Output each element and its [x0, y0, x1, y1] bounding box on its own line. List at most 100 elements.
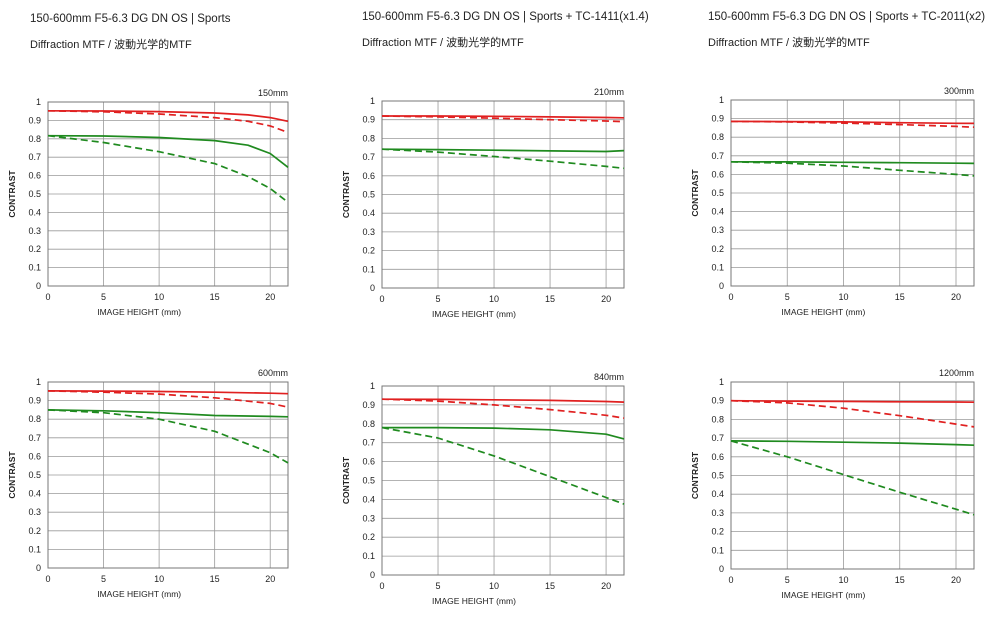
x-tick-label: 20: [601, 581, 611, 591]
y-tick-label: 0: [370, 570, 375, 580]
x-tick-label: 0: [728, 575, 733, 585]
y-tick-label: 0.5: [362, 190, 375, 200]
y-tick-label: 0.2: [28, 526, 41, 536]
x-tick-label: 0: [45, 574, 50, 584]
x-axis-label: IMAGE HEIGHT (mm): [432, 596, 516, 606]
x-tick-label: 20: [951, 575, 961, 585]
y-axis-label: CONTRAST: [690, 169, 700, 217]
lens-title: 150-600mm F5-6.3 DG DN OS | Sports + TC-…: [362, 11, 649, 23]
x-tick-label: 15: [210, 574, 220, 584]
y-tick-label: 1: [36, 97, 41, 107]
x-tick-label: 20: [265, 574, 275, 584]
y-tick-label: 0.8: [362, 419, 375, 429]
y-tick-label: 0.7: [362, 152, 375, 162]
y-tick-label: 0.8: [711, 132, 724, 142]
x-tick-label: 10: [838, 575, 848, 585]
y-tick-label: 0.7: [711, 151, 724, 161]
y-tick-label: 1: [36, 377, 41, 387]
x-tick-label: 15: [895, 292, 905, 302]
focal-length-label: 600mm: [258, 368, 288, 378]
y-tick-label: 0.1: [28, 263, 41, 273]
x-tick-label: 5: [101, 292, 106, 302]
x-tick-label: 20: [601, 294, 611, 304]
y-tick-label: 0.5: [28, 470, 41, 480]
y-tick-label: 0.4: [28, 207, 41, 217]
focal-length-label: 150mm: [258, 88, 288, 98]
x-tick-label: 5: [785, 575, 790, 585]
y-axis-label: CONTRAST: [7, 451, 17, 499]
y-tick-label: 0.4: [711, 207, 724, 217]
y-tick-label: 0.2: [362, 246, 375, 256]
x-axis-label: IMAGE HEIGHT (mm): [97, 307, 181, 317]
chart-subtitle: Diffraction MTF / 波動光学的MTF: [708, 37, 870, 49]
series-line-red-dashed: [730, 399, 975, 428]
series-line-red-dashed: [730, 120, 975, 129]
series-line-red-dashed: [381, 115, 625, 123]
y-tick-label: 0.7: [362, 438, 375, 448]
y-tick-label: 0.5: [711, 188, 724, 198]
x-tick-label: 10: [489, 294, 499, 304]
y-tick-label: 0.9: [362, 115, 375, 125]
plot-frame: [47, 381, 289, 569]
mtf-chart: 00.10.20.30.40.50.60.70.80.910 5 10 15 20600…: [7, 368, 289, 599]
x-tick-label: 5: [101, 574, 106, 584]
y-tick-label: 0.4: [28, 489, 41, 499]
x-tick-label: 20: [951, 292, 961, 302]
chart-subtitle: Diffraction MTF / 波動光学的MTF: [30, 39, 192, 51]
x-tick-label: 15: [545, 581, 555, 591]
mtf-chart: 00.10.20.30.40.50.60.70.80.910 5 10 15 20120…: [690, 368, 975, 600]
mtf-chart: 00.10.20.30.40.50.60.70.80.910 5 10 15 20150…: [7, 88, 289, 317]
y-tick-label: 0.3: [711, 225, 724, 235]
y-tick-label: 0.8: [711, 414, 724, 424]
x-tick-label: 5: [436, 581, 441, 591]
y-tick-label: 0.3: [711, 508, 724, 518]
y-tick-label: 0.9: [711, 114, 724, 124]
series-line-red-dashed: [47, 390, 289, 408]
x-tick-label: 0: [728, 292, 733, 302]
y-tick-label: 0.6: [28, 171, 41, 181]
x-tick-label: 10: [154, 574, 164, 584]
series-line-red-solid: [730, 399, 975, 404]
series-line-green-dashed: [730, 160, 975, 177]
series-line-green-dashed: [730, 440, 975, 516]
series-line-green-solid: [47, 134, 289, 168]
series-line-green-solid: [382, 426, 625, 440]
x-tick-label: 10: [154, 292, 164, 302]
series-line-green-solid: [730, 440, 975, 447]
y-tick-label: 0.6: [362, 457, 375, 467]
y-tick-label: 0.3: [28, 226, 41, 236]
y-tick-label: 0.6: [362, 171, 375, 181]
y-tick-label: 0.7: [28, 433, 41, 443]
y-tick-label: 1: [719, 377, 724, 387]
y-tick-label: 0.9: [362, 400, 375, 410]
x-tick-label: 0: [379, 581, 384, 591]
y-tick-label: 0.9: [28, 115, 41, 125]
series-line-red-solid: [47, 109, 289, 123]
y-tick-label: 0.7: [28, 152, 41, 162]
y-tick-label: 0.9: [711, 396, 724, 406]
y-tick-label: 0.9: [28, 396, 41, 406]
y-tick-label: 0.1: [711, 545, 724, 555]
focal-length-label: 840mm: [594, 372, 624, 382]
y-tick-label: 0: [36, 281, 41, 291]
panel-header: 150-600mm F5-6.3 DG DN OS | Sports + TC-…: [362, 10, 692, 50]
y-axis-label: CONTRAST: [690, 451, 700, 499]
plot-frame: [730, 381, 975, 570]
y-tick-label: 0.1: [362, 264, 375, 274]
y-tick-label: 0.3: [362, 227, 375, 237]
x-tick-label: 10: [838, 292, 848, 302]
plot-frame: [381, 385, 625, 576]
y-tick-label: 0.7: [711, 433, 724, 443]
series-line-red-solid: [47, 390, 289, 395]
y-tick-label: 0.6: [711, 169, 724, 179]
y-axis-label: CONTRAST: [341, 170, 351, 218]
y-tick-label: 0.2: [362, 532, 375, 542]
series-line-green-solid: [730, 160, 975, 165]
series-line-green-solid: [47, 409, 289, 418]
x-axis-label: IMAGE HEIGHT (mm): [97, 589, 181, 599]
series-line-green-dashed: [381, 426, 625, 505]
x-axis-label: IMAGE HEIGHT (mm): [781, 590, 865, 600]
y-tick-label: 0: [370, 283, 375, 293]
y-tick-label: 0.2: [711, 244, 724, 254]
